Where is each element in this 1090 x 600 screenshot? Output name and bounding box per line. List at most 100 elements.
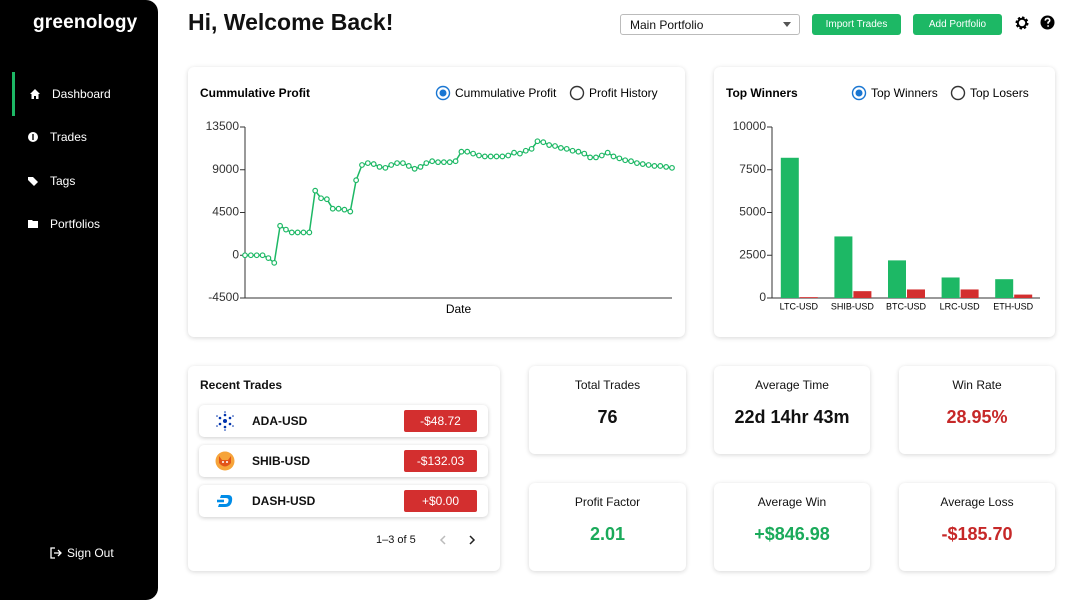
y-tick-label: 13500: [206, 119, 240, 133]
radio[interactable]: [950, 85, 966, 101]
point: [616, 155, 623, 162]
y-tick-label: 10000: [733, 119, 767, 133]
icon: [28, 220, 38, 228]
coin-icon: [215, 451, 235, 476]
trade-row[interactable]: SHIB-USD -$132.03: [199, 445, 488, 477]
nav-item[interactable]: Trades: [12, 115, 158, 159]
point: [505, 152, 512, 159]
point: [411, 165, 418, 172]
point: [587, 154, 594, 161]
card-title: Recent Trades: [200, 378, 283, 392]
point: [645, 162, 652, 168]
point: [277, 222, 283, 229]
radio[interactable]: [569, 85, 585, 101]
point: [575, 148, 582, 155]
stat-value: +$846.98: [754, 524, 830, 544]
radio-label: Profit History: [589, 86, 658, 100]
bar: [960, 289, 979, 298]
point: [628, 158, 634, 165]
icon: [216, 411, 234, 431]
bar: [853, 291, 872, 298]
help-icon[interactable]: [1040, 15, 1055, 30]
point: [242, 252, 248, 259]
point: [364, 160, 371, 166]
nav-label: Trades: [50, 130, 87, 144]
x-tick-label: LTC-USD: [780, 301, 819, 311]
y-tick-label: 4500: [212, 205, 239, 219]
point: [271, 259, 278, 266]
point: [283, 226, 289, 233]
sidebar: greenology Dashboard Trades Tags Portfol…: [0, 0, 158, 600]
stat-label: Total Trades: [574, 378, 641, 392]
stat-card: Win Rate 28.95%: [899, 366, 1055, 454]
card-title: Cummulative Profit: [200, 86, 310, 100]
bar: [780, 157, 799, 298]
point: [622, 157, 629, 164]
point: [546, 142, 553, 148]
bar: [995, 279, 1014, 298]
point: [634, 160, 640, 166]
chart: Cummulative Profit Cummulative Profit Prof…: [200, 85, 675, 316]
point: [440, 159, 447, 166]
x-axis-label: Date: [446, 302, 472, 316]
nav-item[interactable]: Tags: [12, 159, 158, 203]
point: [528, 145, 535, 152]
point: [598, 152, 605, 159]
brand: greenology: [33, 12, 138, 33]
stat-card: Profit Factor 2.01: [529, 483, 686, 571]
trade-row[interactable]: DASH-USD +$0.00: [199, 485, 488, 517]
settings-icon[interactable]: [1014, 15, 1030, 31]
button[interactable]: Import Trades: [812, 14, 901, 35]
point: [423, 160, 430, 166]
point: [376, 163, 383, 170]
select-value: Main Portfolio: [630, 17, 704, 32]
bar: [888, 260, 906, 298]
y-tick-label: 0: [759, 290, 766, 304]
prev-page[interactable]: [439, 535, 447, 545]
point: [265, 255, 272, 262]
stat-value: 2.01: [589, 524, 626, 544]
point: [400, 160, 406, 166]
next-page[interactable]: [468, 535, 476, 545]
portfolio-select[interactable]: Main Portfolio: [620, 14, 800, 35]
trade-row[interactable]: ADA-USD -$48.72: [199, 405, 488, 437]
x-tick-label: SHIB-USD: [831, 301, 875, 311]
nav-label: Dashboard: [52, 87, 111, 101]
bar: [799, 297, 818, 298]
point: [663, 163, 670, 170]
point: [552, 143, 558, 149]
point: [429, 158, 436, 165]
point: [417, 163, 424, 170]
point: [405, 163, 412, 169]
nav-label: Tags: [50, 174, 76, 188]
nav-item[interactable]: Portfolios: [12, 202, 158, 246]
chart-card: Cummulative Profit Cummulative Profit Prof…: [188, 67, 685, 337]
icon: [217, 495, 233, 507]
x-tick-label: ETH-USD: [993, 301, 1033, 311]
point: [259, 252, 266, 259]
point: [294, 229, 301, 236]
point: [347, 208, 354, 215]
trade-symbol: ADA-USD: [252, 414, 308, 428]
point: [312, 187, 319, 194]
stat-label: Average Win: [757, 495, 827, 509]
point: [563, 145, 570, 152]
point: [493, 153, 500, 160]
point: [253, 252, 260, 259]
stat-label: Win Rate: [952, 378, 1002, 392]
button[interactable]: Add Portfolio: [913, 14, 1002, 35]
dropdown-arrow: [783, 22, 791, 27]
stat-value: 76: [597, 407, 618, 427]
nav-item[interactable]: Dashboard: [12, 72, 158, 116]
point: [639, 161, 646, 167]
sign-out[interactable]: Sign Out: [50, 546, 114, 560]
stat-value: 22d 14hr 43m: [734, 407, 850, 427]
point: [557, 144, 564, 151]
icon: [30, 89, 40, 99]
point: [593, 154, 599, 161]
bar: [834, 236, 853, 298]
pagination: 1–3 of 5: [376, 534, 416, 546]
point: [247, 252, 254, 259]
card-title: Top Winners: [726, 86, 798, 100]
